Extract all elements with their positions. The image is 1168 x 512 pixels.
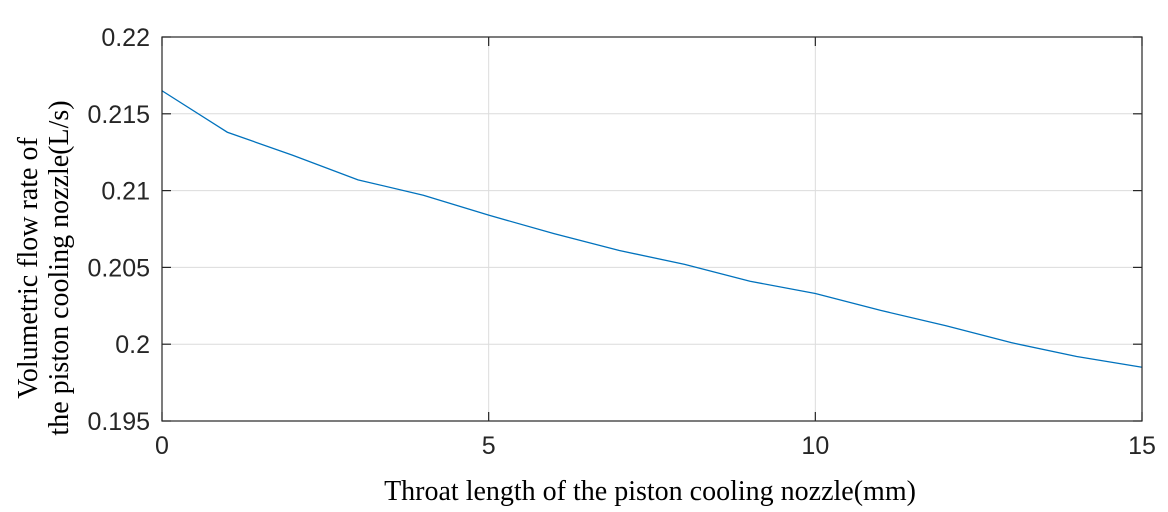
x-tick-label: 15 — [1128, 432, 1156, 460]
y-tick-label: 0.2 — [115, 331, 150, 359]
series-line — [161, 90, 1143, 368]
y-tick-label: 0.21 — [101, 178, 150, 206]
x-axis-label: Throat length of the piston cooling nozz… — [384, 476, 916, 507]
y-tick-label: 0.205 — [87, 254, 150, 282]
y-tick-label: 0.22 — [101, 24, 150, 52]
y-tick-label: 0.195 — [87, 408, 150, 436]
series-layer — [161, 90, 1143, 368]
tick-marks — [161, 36, 1143, 422]
y-axis-label-line-2: the piston cooling nozzle(L/s) — [44, 100, 75, 435]
x-tick-label: 10 — [801, 432, 829, 460]
x-tick-label: 0 — [155, 432, 169, 460]
y-tick-labels: 0.195 0.2 0.205 0.21 0.215 0.22 — [87, 24, 150, 436]
x-tick-labels: 0 5 10 15 — [155, 432, 1156, 460]
y-axis-label: Volumetric flow rate of the piston cooli… — [13, 100, 75, 435]
y-axis-label-line-1: Volumetric flow rate of — [13, 137, 44, 399]
grid — [162, 37, 1142, 421]
x-tick-label: 5 — [482, 432, 496, 460]
plot-frame — [161, 36, 1143, 422]
y-tick-label: 0.215 — [87, 101, 150, 129]
